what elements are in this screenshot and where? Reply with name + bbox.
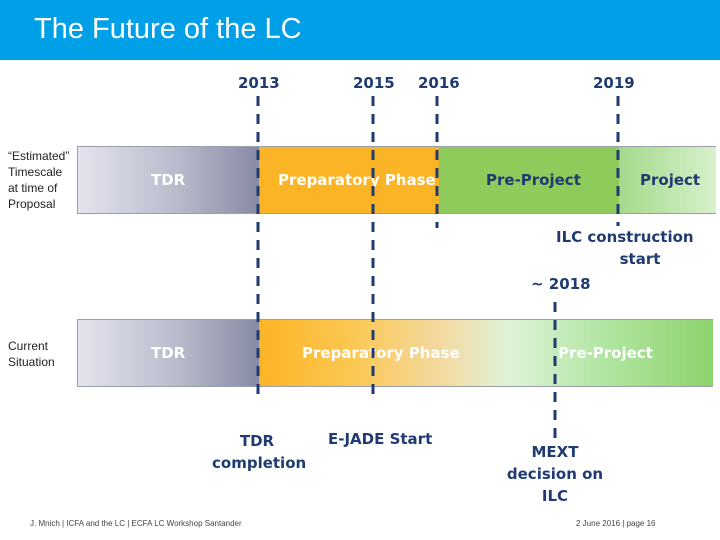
estimated-pre-project-segment [439,147,619,213]
current-preparatory-label: Preparatory Phase [302,344,460,362]
year-2013-label: 2013 [238,74,280,92]
estimated-row-label: “Estimated” Timescale at time of Proposa… [8,149,70,211]
header-bar: The Future of the LC [0,0,720,60]
estimated-tdr-label: TDR [151,171,186,189]
current-timeline-bar [77,319,713,387]
ilc-construction-start-note: ILC construction start [556,228,694,268]
page-title: The Future of the LC [34,13,302,45]
estimated-project-segment [619,147,716,213]
ejade-start-note: E-JADE Start [328,430,433,448]
estimated-project-label: Project [640,171,701,189]
mext-decision-note: MEXT decision on ILC [506,443,604,505]
estimated-timeline-bar [77,146,716,214]
year-2015-label: 2015 [353,74,395,92]
footer-right-text: 2 June 2016 | page 16 [576,519,656,528]
current-row-label: Current Situation [8,339,55,369]
year-2016-label: 2016 [418,74,460,92]
current-pre-project-label: Pre-Project [558,344,653,362]
approx-2018-label: ~ 2018 [531,275,591,293]
estimated-preparatory-segment [259,147,439,213]
estimated-preparatory-label: Preparatory Phase [278,171,436,189]
current-tdr-label: TDR [151,344,186,362]
estimated-tdr-segment [78,147,259,213]
current-tdr-segment [78,320,259,386]
current-gradient-segment [259,320,713,386]
estimated-pre-project-label: Pre-Project [486,171,581,189]
footer-left-text: J. Mnich | ICFA and the LC | ECFA LC Wor… [30,519,242,528]
tdr-completion-note: TDR completion [212,432,307,472]
year-2019-label: 2019 [593,74,635,92]
